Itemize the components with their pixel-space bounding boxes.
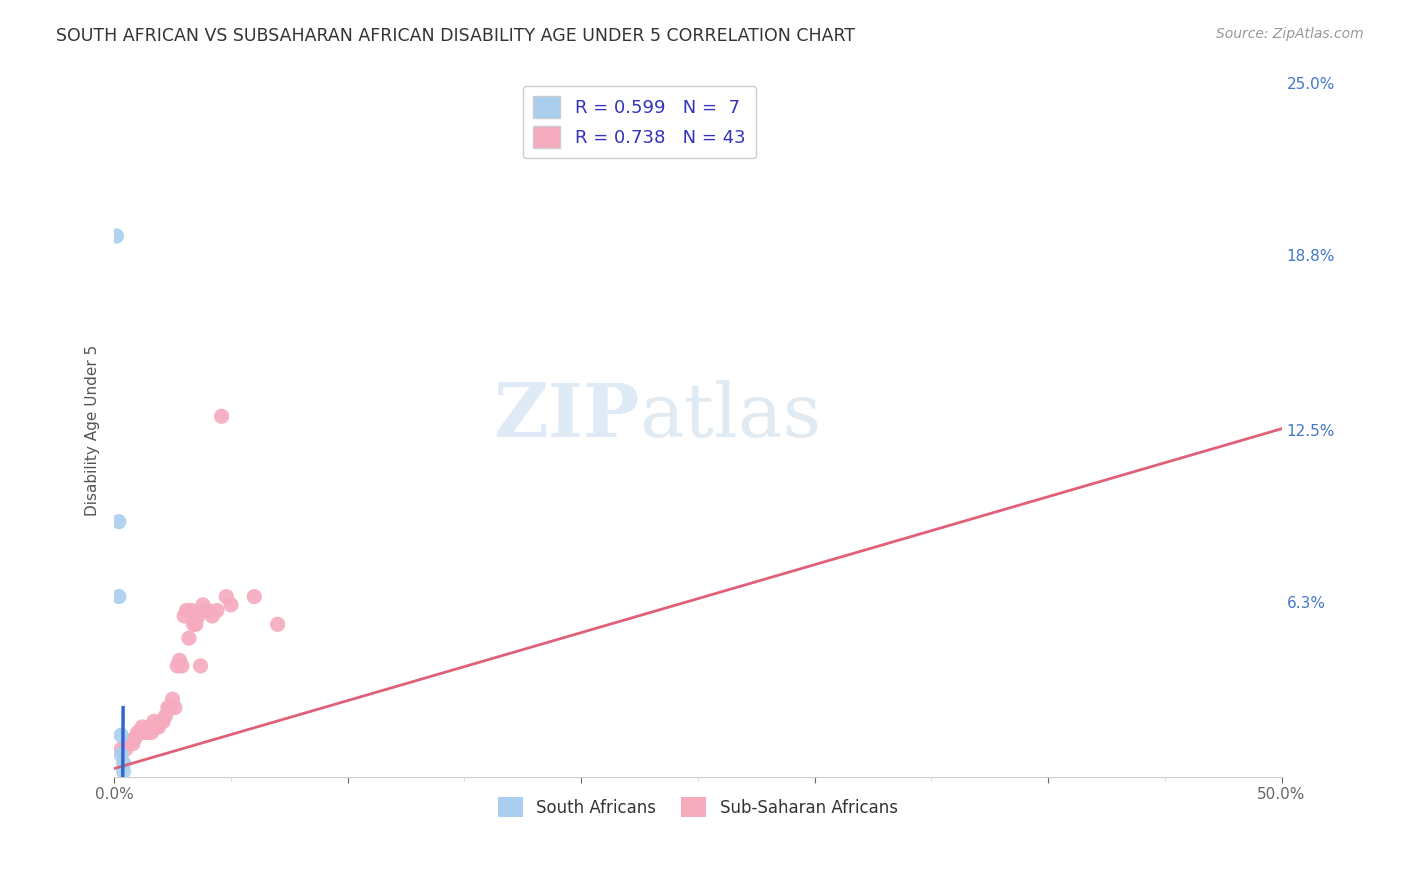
Point (166, 659, 188, 673)
Point (134, 725, 156, 739)
Point (162, 692, 184, 706)
Point (117, 737, 139, 751)
Text: Source: ZipAtlas.com: Source: ZipAtlas.com (1216, 27, 1364, 41)
Y-axis label: Disability Age Under 5: Disability Age Under 5 (86, 344, 100, 516)
Text: atlas: atlas (640, 380, 821, 453)
Point (131, 720, 153, 734)
Text: SOUTH AFRICAN VS SUBSAHARAN AFRICAN DISABILITY AGE UNDER 5 CORRELATION CHART: SOUTH AFRICAN VS SUBSAHARAN AFRICAN DISA… (56, 27, 855, 45)
Point (112, 764, 135, 779)
Point (149, 714, 172, 729)
Point (105, 229, 128, 244)
Point (110, 728, 132, 742)
Point (145, 720, 167, 734)
Point (121, 737, 143, 751)
Text: ZIP: ZIP (494, 380, 640, 453)
Point (110, 747, 132, 762)
Point (173, 609, 195, 624)
Point (197, 603, 219, 617)
Point (176, 603, 198, 617)
Point (120, 734, 142, 748)
Point (201, 609, 224, 624)
Point (170, 659, 193, 673)
Point (159, 700, 181, 714)
Point (124, 731, 146, 745)
Point (211, 409, 233, 424)
Point (141, 725, 163, 739)
Point (108, 515, 131, 529)
Point (205, 603, 228, 617)
Point (163, 700, 186, 714)
Point (142, 714, 165, 729)
Point (138, 720, 160, 734)
Point (135, 725, 157, 739)
Point (215, 590, 238, 604)
Point (156, 700, 179, 714)
Point (194, 603, 217, 617)
Point (169, 653, 191, 667)
Point (187, 609, 209, 624)
Point (184, 617, 207, 632)
Point (148, 720, 170, 734)
Point (112, 756, 135, 770)
Point (110, 742, 132, 756)
Legend: South Africans, Sub-Saharan Africans: South Africans, Sub-Saharan Africans (491, 790, 904, 824)
Point (177, 631, 200, 645)
Point (115, 742, 138, 756)
Point (243, 590, 266, 604)
Point (219, 598, 242, 612)
Point (266, 617, 288, 632)
Point (155, 709, 177, 723)
Point (152, 714, 174, 729)
Point (108, 590, 131, 604)
Point (191, 598, 214, 612)
Point (127, 725, 149, 739)
Point (180, 603, 202, 617)
Point (190, 659, 212, 673)
Point (183, 617, 205, 632)
